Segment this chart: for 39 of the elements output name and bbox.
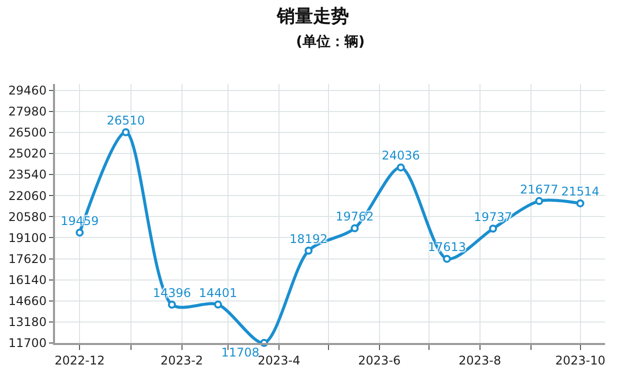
data-label: 24036 xyxy=(382,148,420,163)
y-tick-label: 17620 xyxy=(8,252,47,266)
data-label: 14401 xyxy=(198,286,238,300)
y-tick-label: 16140 xyxy=(8,273,47,288)
y-tick-label: 13180 xyxy=(8,315,47,330)
data-label: 18192 xyxy=(289,232,328,246)
chart-title: 销量走势 xyxy=(276,6,349,28)
point xyxy=(442,254,451,263)
y-tick-label: 27980 xyxy=(8,104,47,119)
y-tick-label: 20580 xyxy=(8,210,47,224)
y-tick-label: 22060 xyxy=(8,188,47,203)
point xyxy=(304,246,313,255)
y-tick-label: 25020 xyxy=(8,146,47,161)
data-label: 21677 xyxy=(520,182,558,196)
x-tick-label: 2023-10 xyxy=(555,353,606,368)
y-tick-label: 19100 xyxy=(8,230,47,245)
point xyxy=(350,224,359,232)
x-tick-label: 2022-12 xyxy=(54,353,105,368)
y-tick-label: 14660 xyxy=(8,294,47,308)
point xyxy=(396,163,405,172)
data-label: 21514 xyxy=(561,184,600,199)
x-tick-label: 2023-6 xyxy=(358,353,401,368)
y-tick-label: 23540 xyxy=(8,168,47,182)
point xyxy=(489,224,498,233)
x-tick-label: 2023-8 xyxy=(458,353,502,368)
x-tick-label: 2023-2 xyxy=(160,353,204,368)
point xyxy=(214,300,222,309)
chart-subtitle: (单位：辆) xyxy=(296,34,365,50)
y-tick-label: 11700 xyxy=(8,336,47,350)
y-tick-label: 29460 xyxy=(8,83,47,98)
point xyxy=(535,197,544,206)
point xyxy=(576,199,584,208)
y-tick-label: 26500 xyxy=(8,126,47,140)
data-label: 11708 xyxy=(221,346,260,360)
x-tick-label: 2023-4 xyxy=(258,353,300,368)
point xyxy=(122,128,130,136)
point xyxy=(168,300,176,309)
data-label: 26510 xyxy=(106,113,145,128)
point xyxy=(76,228,84,237)
